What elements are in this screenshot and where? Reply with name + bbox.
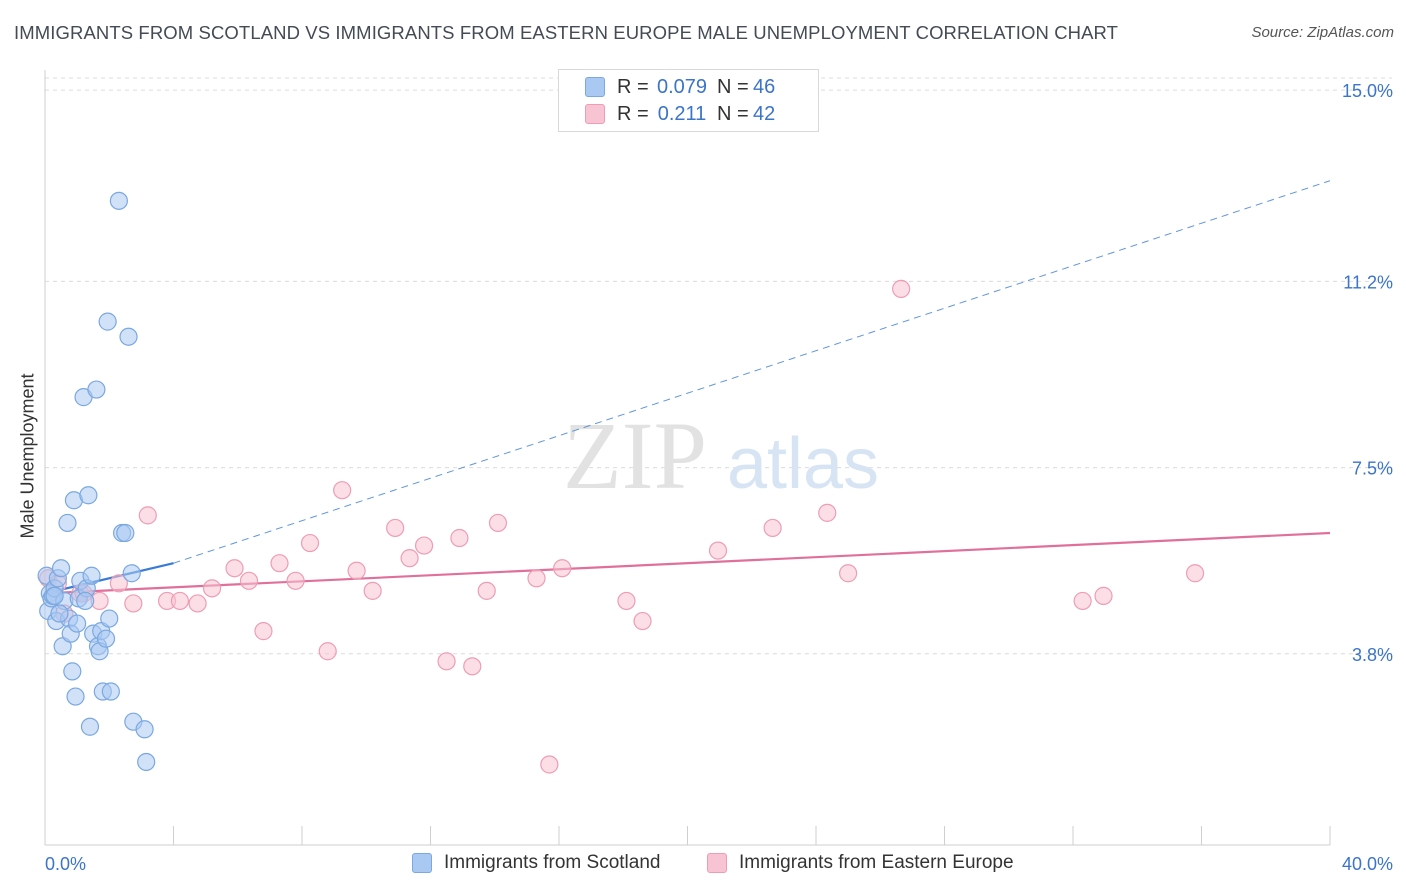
series-label-scotland: Immigrants from Scotland (444, 852, 661, 873)
data-point-eastern-europe (633, 611, 652, 631)
data-point-eastern-europe (818, 503, 837, 522)
data-point-eastern-europe (225, 559, 244, 578)
watermark: ZIP atlas (563, 402, 879, 509)
data-point-eastern-europe (488, 513, 508, 533)
series-legend: Immigrants from Scotland Immigrants from… (0, 852, 1406, 878)
data-point-scotland (50, 604, 69, 623)
data-points (37, 191, 1205, 774)
data-point-scotland (82, 566, 101, 585)
data-point-eastern-europe (892, 279, 911, 299)
legend-n-value: 42 (753, 102, 776, 125)
legend-n-label: N = (717, 75, 749, 98)
data-point-eastern-europe (617, 591, 636, 611)
series-legend-eastern-europe[interactable]: Immigrants from Eastern Europe (707, 852, 1014, 874)
series-swatch-scotland (412, 853, 432, 873)
tick-labels: 3.8% 7.5% 11.2% 15.0% 0.0% 40.0% (45, 81, 1393, 874)
data-point-scotland (80, 717, 100, 736)
data-point-scotland (66, 687, 85, 706)
x-tick-label: 0.0% (45, 854, 86, 874)
data-point-scotland (51, 559, 71, 578)
data-point-eastern-europe (540, 755, 559, 774)
data-point-scotland (116, 523, 135, 543)
data-point-scotland (98, 312, 117, 331)
chart-title: IMMIGRANTS FROM SCOTLAND VS IMMIGRANTS F… (14, 22, 1119, 43)
data-point-scotland (45, 586, 64, 605)
data-point-eastern-europe (553, 559, 572, 578)
legend-swatch-scotland (585, 77, 605, 97)
y-tick-label: 15.0% (1342, 81, 1393, 101)
data-point-eastern-europe (333, 481, 352, 500)
data-point-scotland (122, 564, 141, 583)
data-point-eastern-europe (450, 528, 469, 548)
data-point-scotland (79, 486, 98, 505)
data-point-eastern-europe (170, 591, 190, 611)
legend-r-value: 0.211 (657, 102, 707, 125)
data-point-eastern-europe (463, 657, 482, 676)
data-point-eastern-europe (1073, 591, 1092, 611)
trend-lines (44, 180, 1331, 595)
series-label-eastern-europe: Immigrants from Eastern Europe (739, 852, 1014, 873)
data-point-eastern-europe (202, 579, 222, 598)
data-point-eastern-europe (1185, 564, 1205, 583)
data-point-scotland (96, 629, 116, 648)
data-point-eastern-europe (437, 652, 456, 671)
y-tick-label: 3.8% (1352, 645, 1393, 665)
data-point-scotland (137, 752, 156, 772)
legend-row-scotland: R = 0.079 N = 46 (585, 75, 775, 99)
trend-line-scotland (44, 562, 174, 595)
data-point-eastern-europe (254, 622, 273, 641)
legend-r-value: 0.079 (656, 75, 708, 98)
data-point-scotland (101, 682, 120, 701)
series-legend-scotland[interactable]: Immigrants from Scotland (412, 852, 660, 874)
legend-n-value: 46 (753, 75, 776, 98)
data-point-scotland (68, 614, 87, 633)
data-point-scotland (58, 513, 77, 533)
data-point-eastern-europe (527, 569, 546, 588)
data-point-eastern-europe (363, 581, 382, 600)
data-point-scotland (135, 720, 154, 739)
series-swatch-eastern-europe (707, 853, 727, 873)
legend-r-label: R = (617, 75, 649, 98)
data-point-eastern-europe (239, 571, 259, 590)
data-point-scotland (119, 327, 138, 346)
data-point-eastern-europe (124, 594, 143, 613)
data-point-eastern-europe (763, 518, 782, 538)
data-point-scotland (76, 591, 95, 611)
axes (44, 70, 1331, 846)
legend-row-eastern-europe: R = 0.211 N = 42 (585, 102, 775, 126)
data-point-scotland (109, 191, 128, 210)
data-point-scotland (100, 609, 119, 628)
data-point-eastern-europe (386, 518, 405, 538)
data-point-eastern-europe (347, 561, 366, 580)
data-point-eastern-europe (708, 541, 728, 560)
legend-swatch-eastern-europe (585, 104, 605, 124)
data-point-eastern-europe (414, 536, 434, 555)
y-tick-label: 11.2% (1343, 272, 1393, 292)
data-point-eastern-europe (477, 581, 496, 600)
data-point-eastern-europe (1094, 586, 1113, 605)
data-point-scotland (87, 380, 106, 399)
data-point-eastern-europe (109, 574, 128, 593)
legend-r-label: R = (617, 102, 649, 125)
data-point-eastern-europe (188, 594, 207, 613)
data-point-eastern-europe (286, 571, 305, 590)
watermark-atlas: atlas (727, 424, 879, 504)
x-tick-label: 40.0% (1342, 854, 1393, 874)
data-point-eastern-europe (400, 549, 419, 568)
trend-line-eastern-europe (44, 531, 1331, 595)
watermark-zip: ZIP (563, 402, 707, 509)
source-label: Source: ZipAtlas.com (1251, 24, 1394, 41)
trend-line-dashed-scotland (173, 180, 1331, 564)
data-point-eastern-europe (270, 554, 289, 573)
data-point-eastern-europe (138, 506, 157, 525)
legend-n-label: N = (717, 102, 749, 125)
y-tick-label: 7.5% (1352, 459, 1393, 479)
data-point-eastern-europe (300, 533, 320, 553)
data-point-eastern-europe (839, 564, 858, 583)
data-point-scotland (63, 662, 82, 681)
correlation-legend: R = 0.079 N = 46 R = 0.211 N = 42 (558, 69, 819, 132)
data-point-eastern-europe (318, 642, 337, 661)
